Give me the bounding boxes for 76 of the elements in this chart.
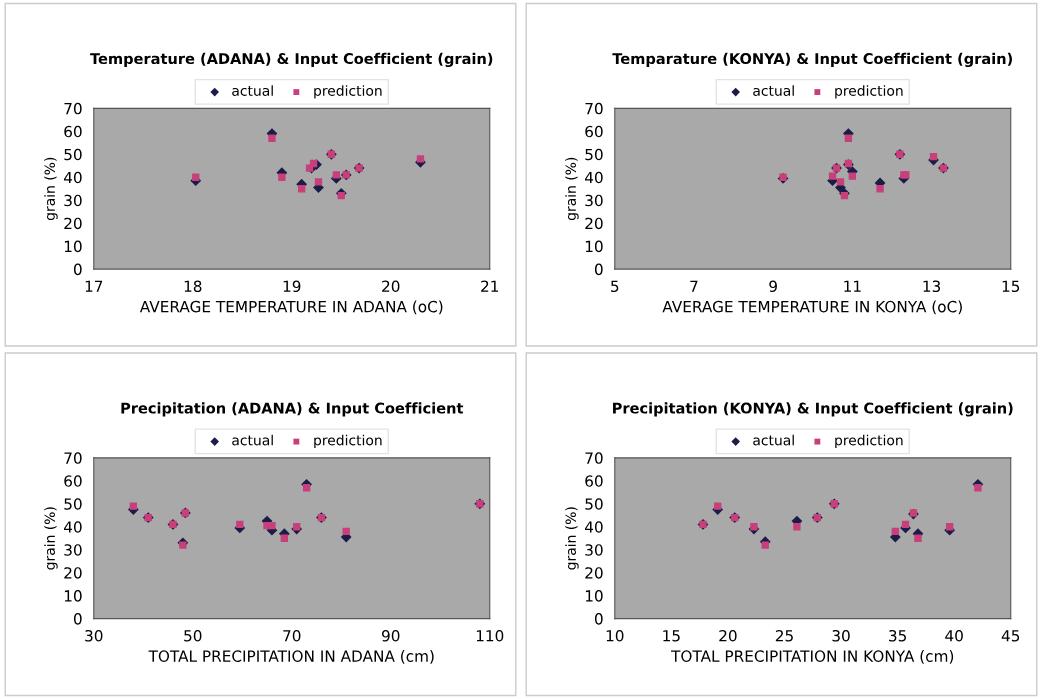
y-tick-label: 0 xyxy=(594,613,603,625)
y-tick-label: 50 xyxy=(64,498,82,510)
y-tick-label: 70 xyxy=(585,102,603,115)
x-tick-label: 35 xyxy=(889,630,906,642)
y-tick-label: 0 xyxy=(73,263,82,276)
x-tick-label: 5 xyxy=(611,280,619,293)
x-tick-label: 19 xyxy=(283,280,301,293)
legend-label: actual xyxy=(232,434,273,446)
y-tick-label: 40 xyxy=(584,171,603,184)
y-tick-label: 0 xyxy=(73,613,82,625)
x-tick-label: 20 xyxy=(719,630,737,642)
y-tick-label: 50 xyxy=(64,148,82,161)
x-tick-label: 15 xyxy=(1002,280,1020,293)
chart-title: Precipitation (ADANA) & Input Coefficient xyxy=(121,402,464,417)
y-tick-label: 20 xyxy=(64,567,82,579)
x-tick-label: 10 xyxy=(606,630,624,642)
y-tick-label: 30 xyxy=(64,194,82,207)
x-axis-title: AVERAGE TEMPERATURE IN KONYA (oC) xyxy=(662,300,962,315)
y-tick-label: 10 xyxy=(585,240,603,253)
x-tick-label: 110 xyxy=(476,630,504,642)
y-tick-label: 20 xyxy=(585,217,603,230)
x-tick-label: 13 xyxy=(923,280,941,293)
legend-label: prediction xyxy=(835,434,903,449)
x-axis-title: TOTAL PRECIPITATION IN KONYA (cm) xyxy=(671,650,954,664)
y-tick-label: 60 xyxy=(64,475,82,487)
x-axis-title: TOTAL PRECIPITATION IN ADANA (cm) xyxy=(148,650,434,664)
y-tick-label: 70 xyxy=(585,452,603,464)
legend-label: actual xyxy=(753,85,794,96)
y-tick-label: 60 xyxy=(585,475,603,487)
legend-label: prediction xyxy=(835,85,903,99)
y-axis-title: grain (%) xyxy=(44,507,58,570)
x-tick-label: 25 xyxy=(775,630,793,642)
x-tick-label: 40 xyxy=(945,630,963,642)
x-tick-label: 45 xyxy=(1001,630,1020,642)
x-tick-label: 11 xyxy=(844,280,861,292)
chart-title: Temparature (KONYA) & Input Coefficient (grain) xyxy=(612,52,1012,68)
x-tick-label: 9 xyxy=(769,280,777,293)
y-tick-label: 10 xyxy=(585,590,603,602)
legend-label: prediction xyxy=(314,85,382,99)
legend-label: prediction xyxy=(314,434,382,449)
legend-label: actual xyxy=(232,85,273,96)
y-tick-label: 30 xyxy=(585,194,603,207)
y-axis-title: grain (%) xyxy=(565,507,579,570)
y-tick-label: 0 xyxy=(594,263,603,276)
y-tick-label: 20 xyxy=(64,217,82,230)
x-tick-label: 18 xyxy=(184,280,202,293)
y-tick-label: 40 xyxy=(584,521,603,533)
y-tick-label: 40 xyxy=(63,521,82,533)
y-tick-label: 50 xyxy=(585,148,603,161)
x-tick-label: 21 xyxy=(481,280,499,292)
x-tick-label: 15 xyxy=(663,630,680,642)
y-tick-label: 10 xyxy=(64,240,82,253)
chart-title: Temperature (ADANA) & Input Coefficient (grain) xyxy=(90,52,493,68)
y-tick-label: 30 xyxy=(64,544,82,556)
y-tick-label: 60 xyxy=(64,125,82,138)
y-tick-label: 40 xyxy=(63,171,82,184)
chart-title: Precipitation (KONYA) & Input Coefficient (grain) xyxy=(613,402,1013,417)
y-tick-label: 50 xyxy=(585,498,603,510)
y-tick-label: 60 xyxy=(585,125,603,138)
x-tick-label: 17 xyxy=(85,280,103,292)
x-tick-label: 70 xyxy=(283,630,301,642)
y-axis-title: grain (%) xyxy=(565,157,579,221)
x-tick-label: 30 xyxy=(85,630,103,642)
x-tick-label: 30 xyxy=(832,630,850,642)
legend-label: actual xyxy=(753,434,794,446)
y-tick-label: 20 xyxy=(585,567,603,579)
y-tick-label: 70 xyxy=(64,452,82,464)
x-tick-label: 7 xyxy=(690,280,698,292)
y-axis-title: grain (%) xyxy=(44,157,58,221)
y-tick-label: 70 xyxy=(64,102,82,115)
x-axis-title: AVERAGE TEMPERATURE IN ADANA (oC) xyxy=(139,300,443,315)
x-tick-label: 20 xyxy=(382,280,400,293)
x-tick-label: 50 xyxy=(184,630,202,642)
x-tick-label: 90 xyxy=(381,630,400,642)
y-tick-label: 10 xyxy=(64,590,82,602)
y-tick-label: 30 xyxy=(585,544,603,556)
